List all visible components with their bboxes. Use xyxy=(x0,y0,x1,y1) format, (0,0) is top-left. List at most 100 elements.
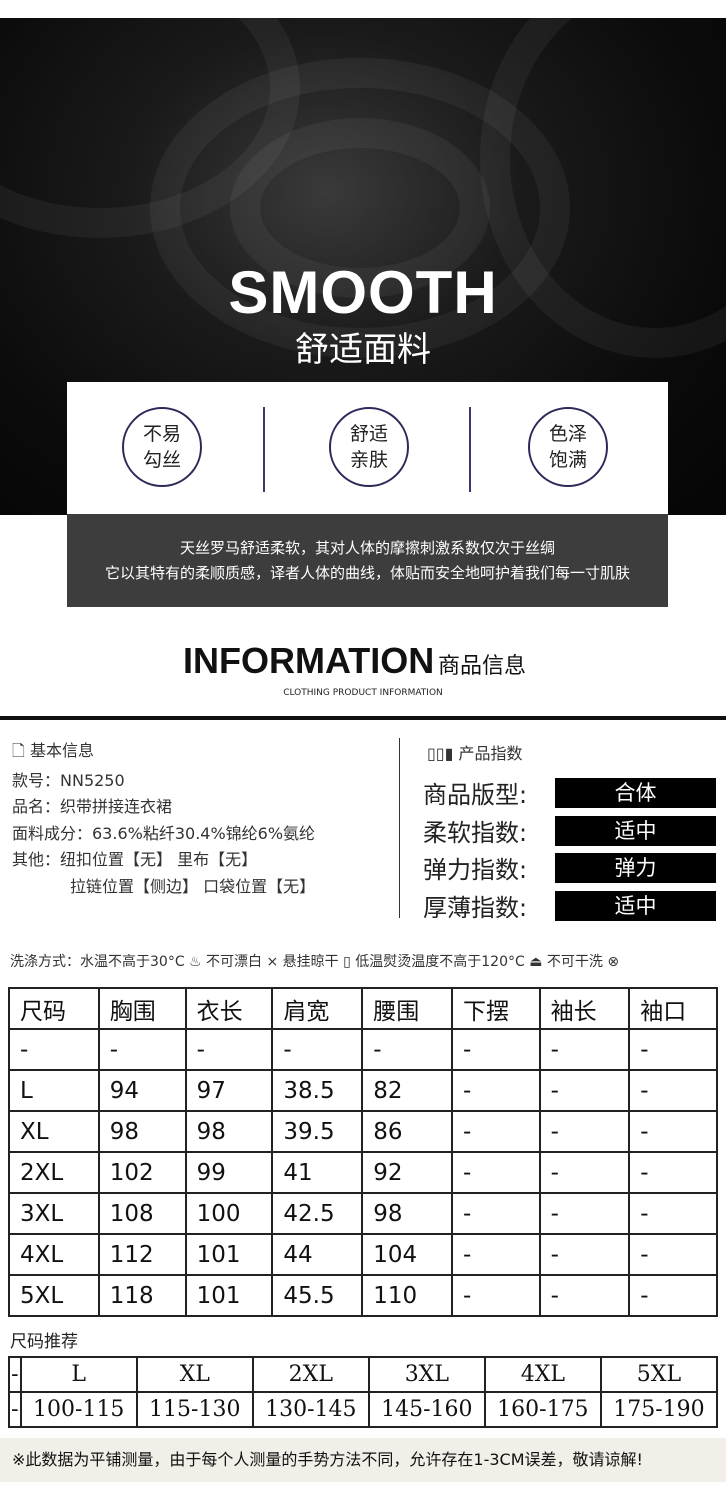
basic-info-heading: 基本信息 xyxy=(29,741,94,760)
table-cell: - xyxy=(628,1028,718,1071)
table-cell: - xyxy=(538,1028,631,1071)
index-value: 适中 xyxy=(555,815,716,846)
table-cell: 175-190 xyxy=(599,1391,719,1428)
information-title-cn: 商品信息 xyxy=(438,654,527,679)
index-value: 合体 xyxy=(555,777,716,808)
table-row: - L XL 2XL 3XL 4XL 5XL xyxy=(8,1356,719,1393)
table-cell: 115-130 xyxy=(135,1391,254,1428)
fabric-description: 天丝罗马舒适柔软，其对人体的摩擦刺激系数仅次于丝绸 它以其特有的柔顺质感，译者人… xyxy=(67,514,668,607)
features-card: 不易 勾丝 舒适 亲肤 色泽 饱满 xyxy=(67,382,668,514)
table-cell: - xyxy=(97,1028,187,1071)
table-cell: - xyxy=(450,1069,541,1112)
info-line: 面料成分：63.6%粘纤30.4%锦纶6%氨纶 xyxy=(12,823,316,843)
table-cell: 110 xyxy=(361,1274,453,1317)
table-row: -100-115 115-130 130-145 145-160 160-175 175-… xyxy=(8,1391,719,1428)
bar-chart-icon: ▯▯▮ xyxy=(427,744,454,763)
divider xyxy=(263,407,265,492)
table-cell: 82 xyxy=(361,1069,453,1112)
table-cell: 下摆 xyxy=(450,987,541,1030)
table-cell: 97 xyxy=(184,1069,274,1112)
table-cell: 104 xyxy=(361,1233,453,1276)
table-cell: 袖口 xyxy=(628,987,718,1030)
table-cell: 38.5 xyxy=(271,1069,364,1112)
table-cell: 肩宽 xyxy=(271,987,364,1030)
feature-badge: 舒适 亲肤 xyxy=(329,407,409,487)
table-cell: 118 xyxy=(97,1274,187,1317)
indices-heading: ▯▯▮ 产品指数 xyxy=(427,740,523,764)
table-cell: - xyxy=(538,1151,631,1194)
table-cell: 45.5 xyxy=(271,1274,364,1317)
info-line: 其他：纽扣位置【无】 里布【无】 xyxy=(12,850,258,869)
table-cell: - xyxy=(361,1028,453,1071)
table-cell: 5XL xyxy=(599,1356,719,1393)
table-row: L 94 97 38.5 82- - - xyxy=(8,1069,718,1112)
table-cell: 99 xyxy=(184,1151,274,1194)
table-cell: L xyxy=(8,1069,100,1112)
wash-instructions: 洗涤方式：水温不高于30°C ♨ 不可漂白 ⨯ 悬挂晾干 ▯ 低温熨烫温度不高于… xyxy=(10,954,620,970)
table-cell: - xyxy=(450,1028,541,1071)
divider xyxy=(469,407,471,492)
index-row: 商品版型: 合体 xyxy=(423,775,716,810)
table-header-row: 尺码 胸围 衣长 肩宽 腰围 下摆 袖长 袖口 xyxy=(8,987,718,1030)
table-cell: - xyxy=(271,1028,364,1071)
divider xyxy=(399,738,400,918)
table-cell: - xyxy=(628,1069,718,1112)
table-cell: 100 xyxy=(184,1192,274,1235)
table-cell: - xyxy=(8,1356,22,1393)
table-cell: - xyxy=(538,1069,631,1112)
table-cell: 5XL xyxy=(8,1274,100,1317)
table-cell: - xyxy=(538,1233,631,1276)
document-icon: 🗋 xyxy=(12,741,25,760)
table-cell: 衣长 xyxy=(184,987,274,1030)
table-cell: 101 xyxy=(184,1274,274,1317)
table-cell: XL xyxy=(8,1110,100,1153)
size-recommend-table: - L XL 2XL 3XL 4XL 5XL -100-115 115-130 130-145 14… xyxy=(8,1356,719,1428)
table-cell: - xyxy=(628,1151,718,1194)
table-cell: 39.5 xyxy=(271,1110,364,1153)
table-cell: - xyxy=(538,1274,631,1317)
size-table: 尺码 胸围 衣长 肩宽 腰围 下摆 袖长 袖口 - - - - - - - - L 94 97 38.5 82- - - XL… xyxy=(8,987,718,1317)
index-value: 弹力 xyxy=(555,852,716,883)
table-cell: 92 xyxy=(361,1151,453,1194)
table-cell: - xyxy=(450,1110,541,1153)
table-cell: 112 xyxy=(97,1233,187,1276)
table-cell: 108 xyxy=(97,1192,187,1235)
table-cell: - xyxy=(450,1274,541,1317)
information-title: INFORMATION xyxy=(183,640,435,681)
table-cell: - xyxy=(8,1028,100,1071)
table-cell: - xyxy=(184,1028,274,1071)
hero-subtitle: 舒适面料 xyxy=(295,330,431,370)
info-line: 款号：NN5250 xyxy=(12,770,125,790)
table-cell: - xyxy=(450,1151,541,1194)
table-cell: 尺码 xyxy=(8,987,100,1030)
description-line: 它以其特有的柔顺质感，译者人体的曲线，体贴而安全地呵护着我们每一寸肌肤 xyxy=(104,564,630,582)
feature-badge: 不易 勾丝 xyxy=(122,407,202,487)
table-cell: 44 xyxy=(271,1233,364,1276)
table-cell: - xyxy=(450,1233,541,1276)
table-cell: 2XL xyxy=(251,1356,370,1393)
table-cell: 130-145 xyxy=(251,1391,370,1428)
table-cell: 100-115 xyxy=(19,1391,138,1428)
table-cell: 98 xyxy=(361,1192,453,1235)
table-cell: 98 xyxy=(97,1110,187,1153)
table-cell: 4XL xyxy=(483,1356,602,1393)
table-row: 2XL 102 99 41 92- - - xyxy=(8,1151,718,1194)
table-row: 5XL 118 101 45.5 110- - - xyxy=(8,1274,718,1317)
table-cell: L xyxy=(19,1356,138,1393)
info-line: 拉链位置【侧边】 口袋位置【无】 xyxy=(70,876,316,896)
table-cell: - xyxy=(628,1274,718,1317)
table-cell: 101 xyxy=(184,1233,274,1276)
index-row: 弹力指数: 弹力 xyxy=(423,850,716,885)
table-row: XL 98 98 39.5 86- - - xyxy=(8,1110,718,1153)
table-cell: XL xyxy=(135,1356,254,1393)
table-cell: - xyxy=(538,1110,631,1153)
fabric-hero-image xyxy=(0,18,726,515)
table-cell: 98 xyxy=(184,1110,274,1153)
table-cell: 袖长 xyxy=(538,987,631,1030)
information-subtitle: CLOTHING PRODUCT INFORMATION xyxy=(283,688,443,698)
table-cell: 2XL xyxy=(8,1151,100,1194)
table-cell: 41 xyxy=(271,1151,364,1194)
table-cell: 160-175 xyxy=(483,1391,602,1428)
index-label: 厚薄指数: xyxy=(423,894,528,922)
table-cell: 94 xyxy=(97,1069,187,1112)
